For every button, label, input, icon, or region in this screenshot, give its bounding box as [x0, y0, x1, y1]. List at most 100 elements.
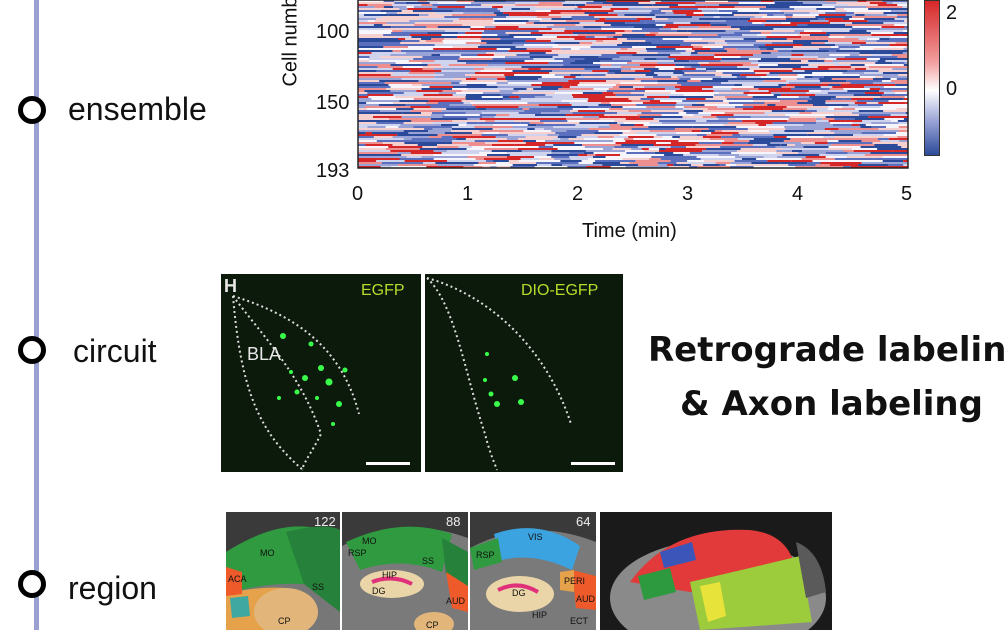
heatmap-cell — [422, 68, 434, 71]
heatmap-cell — [706, 134, 720, 137]
heatmap-cell — [874, 144, 898, 147]
heatmap-cell — [497, 78, 506, 81]
heatmap-cell — [659, 150, 703, 153]
heatmap-cell — [725, 164, 737, 167]
heatmap-cell — [358, 66, 378, 69]
region-marker — [18, 570, 46, 598]
heatmap-cell — [703, 164, 720, 167]
heatmap-cell — [766, 124, 804, 127]
heatmap-cell — [423, 94, 453, 97]
heatmap-cell — [358, 44, 403, 47]
heatmap-cell — [886, 126, 899, 129]
heatmap-cell — [775, 146, 804, 149]
dio-cells — [483, 352, 524, 407]
heatmap-cell — [490, 34, 498, 37]
heatmap-cell — [714, 94, 748, 97]
heatmap-cell — [478, 162, 497, 165]
heatmap-cell — [766, 20, 810, 23]
heatmap-cell — [684, 66, 692, 69]
heatmap-cell — [358, 96, 369, 99]
heatmap-cell — [782, 42, 793, 45]
heatmap-cell — [902, 6, 908, 9]
heatmap-cell — [525, 136, 558, 139]
heatmap-cell — [890, 36, 908, 39]
heatmap-cell — [847, 90, 880, 93]
heatmap-cell — [402, 66, 423, 69]
heatmap-cell — [587, 154, 596, 157]
heatmap-cell — [807, 162, 821, 165]
heatmap-cell — [733, 142, 748, 145]
heatmap-cell — [878, 128, 908, 131]
heatmap-cell — [849, 18, 865, 21]
heatmap-cell — [776, 150, 792, 153]
heatmap-cell — [861, 140, 881, 143]
heatmap-cell — [609, 108, 623, 111]
heatmap-cell — [691, 164, 704, 167]
heatmap-cell — [737, 138, 754, 141]
heatmap-cell — [815, 126, 861, 129]
heatmap-cell — [358, 82, 385, 85]
heatmap-cell — [759, 66, 801, 69]
heatmap-cell — [898, 122, 908, 125]
heatmap-cell — [658, 32, 692, 35]
heatmap-cell — [788, 82, 822, 85]
heatmap-cell — [655, 2, 696, 5]
heatmap-cell — [411, 84, 422, 87]
heatmap-cell — [565, 0, 594, 3]
heatmap-cell — [905, 46, 908, 49]
labeled-cell — [485, 352, 489, 356]
heatmap-cell — [844, 36, 891, 39]
heatmap-cell — [606, 80, 641, 83]
heatmap-cell — [515, 2, 539, 5]
heatmap-cell — [883, 110, 908, 113]
heatmap-cell — [819, 154, 852, 157]
heatmap-cell — [655, 16, 692, 19]
heatmap-cell — [493, 18, 522, 21]
heatmap-cell — [530, 8, 575, 11]
heatmap-cell — [631, 68, 644, 71]
heatmap-cell — [466, 84, 487, 87]
heatmap-cell — [470, 26, 485, 29]
heatmap-cell — [494, 52, 530, 55]
heatmap-cell — [547, 116, 584, 119]
heatmap-cell — [896, 132, 908, 135]
heatmap-cell — [496, 166, 511, 169]
heatmap-cell — [794, 86, 821, 89]
heatmap-cell — [515, 30, 539, 33]
heatmap-cell — [551, 156, 570, 159]
heatmap-cell — [659, 28, 672, 31]
heatmap-cell — [487, 154, 510, 157]
heatmap-cell — [615, 84, 656, 87]
heatmap-cell — [497, 86, 541, 89]
heatmap-cell — [509, 14, 549, 17]
heatmap-cell — [686, 112, 699, 115]
heatmap-cell — [358, 78, 402, 81]
heatmap-cell — [809, 34, 830, 37]
heatmap-cell — [792, 40, 829, 43]
heatmap-cell — [392, 136, 429, 139]
heatmap-cell — [752, 96, 777, 99]
heatmap-cell — [870, 152, 908, 155]
heatmap-cell — [443, 42, 466, 45]
heatmap-cell — [553, 138, 561, 141]
heatmap-cell — [512, 164, 538, 167]
heatmap-cell — [886, 166, 908, 169]
heatmap-cell — [613, 36, 648, 39]
heatmap-cell — [665, 12, 674, 15]
heatmap-cell — [452, 94, 466, 97]
heatmap-cell — [792, 70, 805, 73]
heatmap-cell — [831, 46, 839, 49]
heatmap-cell — [903, 98, 908, 101]
heatmap-cell — [645, 48, 676, 51]
heatmap-cell — [818, 18, 825, 21]
heatmap-cell — [456, 0, 475, 3]
heatmap-cell — [433, 154, 446, 157]
heatmap-cell — [871, 126, 887, 129]
heatmap-cell — [481, 112, 519, 115]
heatmap-cell — [770, 52, 817, 55]
heatmap-cell — [565, 114, 605, 117]
heatmap-cell — [631, 60, 656, 63]
heatmap-cell — [408, 72, 435, 75]
heatmap-cell — [376, 160, 405, 163]
heatmap-cell — [403, 122, 433, 125]
